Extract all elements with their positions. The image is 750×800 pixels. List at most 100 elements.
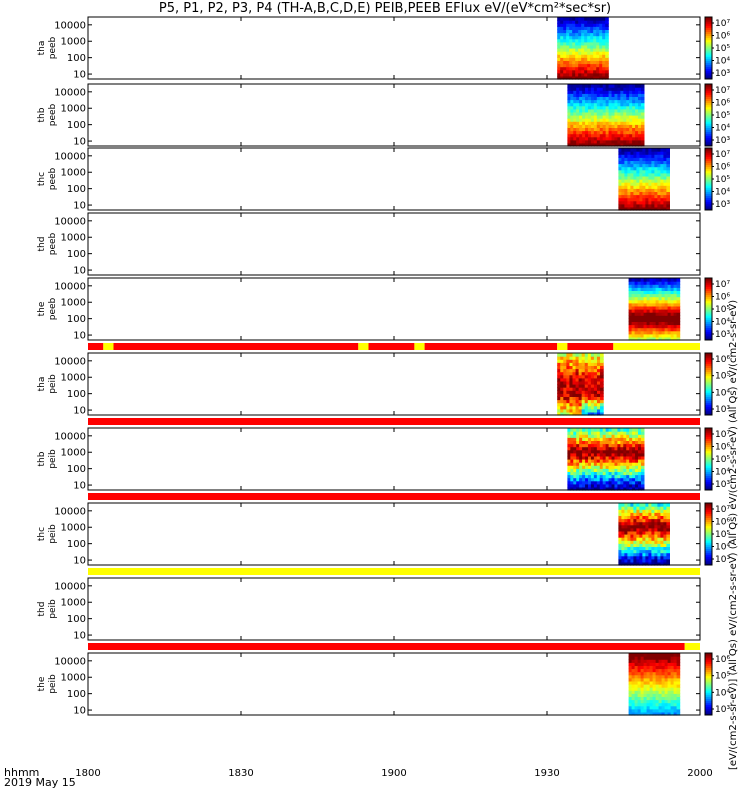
spectrogram-cell [637,290,642,295]
spectrogram-cell [575,51,579,55]
colorbar-swatch [705,311,712,314]
spectrogram-cell [608,118,613,122]
spectrogram-cell [676,293,681,298]
spectrogram-cell [587,411,592,416]
spectrogram-cell [630,503,634,507]
spectrogram-cell [587,84,592,88]
spectrogram-cell [579,459,583,463]
spectrogram-cell [584,365,589,370]
spectrogram-cell [593,393,598,397]
spectrogram-cell [590,38,594,43]
spectrogram-cell [661,296,666,301]
spectrogram-cell [587,471,592,476]
spectrogram-cell [605,17,609,21]
spectrogram-cell [563,63,567,68]
spectrogram-cell [618,182,622,186]
spectrogram-cell [642,552,646,557]
spectrogram-cell [579,99,583,104]
spectrogram-cell [617,93,621,97]
spectrogram-cell [664,656,669,660]
spectrogram-cell [642,534,646,538]
spectrogram-cell [673,687,678,691]
spectrogram-cell [634,305,639,310]
spectrogram-cell [584,387,589,391]
spectrogram-cell [600,365,604,370]
spectrogram-cell [575,41,579,46]
spectrogram-cell [643,702,648,707]
spectrogram-cell [667,653,672,657]
spectrogram-cell [627,558,631,563]
spectrogram-cell [587,462,592,466]
spectrogram-cell [575,23,579,27]
spectrogram-cell [605,142,610,147]
spectrogram-cell [640,330,645,335]
colorbar-swatch [705,133,712,137]
spectrogram-cell [638,437,642,441]
spectrogram-cell [673,684,678,688]
spectrogram-cell [608,102,613,107]
y-tick-label: 100 [67,314,86,325]
spectrogram-cell [635,108,639,113]
colorbar-swatch [705,663,712,666]
spectrogram-cell [593,115,598,119]
colorbar-swatch [705,110,712,114]
spectrogram-cell [608,471,613,476]
spectrogram-cell [676,708,681,713]
spectrogram-cell [634,690,639,694]
spectrogram-cell [630,179,634,183]
spectrogram-cell [640,296,645,301]
spectrogram-cell [572,374,577,379]
spectrogram-cell [661,699,666,704]
colorbar-tick-label: 10⁴ [715,688,730,698]
spectrogram-cell [581,17,585,21]
spectrogram-cell [576,437,580,441]
spectrogram-cell [626,136,630,141]
spectrogram-cell [620,90,624,94]
spectrogram-cell [585,468,589,472]
spectrogram-cell [664,674,669,679]
spectrogram-cell [654,206,658,211]
spectrogram-cell [567,437,571,441]
spectrogram-cell [629,102,633,107]
spectrogram-cell [645,197,649,202]
spectrogram-cell [579,96,583,101]
y-tick-label: 1000 [61,523,86,534]
spectrogram-cell [648,558,652,563]
spectrogram-cell [618,543,622,547]
spectrogram-cell [633,506,637,510]
spectrogram-cell [664,708,669,713]
spectrogram-cell [648,530,652,535]
spectrogram-cell [634,677,639,682]
spectrogram-cell [663,515,667,520]
spectrogram-cell [576,139,580,144]
spectrogram-cell [560,365,564,370]
spectrogram-cell [629,440,633,445]
colorbar-tick-label: 10³ [715,200,730,210]
spectrogram-cell [593,136,598,141]
spectrogram-cell [596,428,601,432]
spectrogram-cell [651,530,655,535]
colorbar-swatch [705,179,712,182]
spectrogram-cell [590,405,595,410]
spectrogram-cell [627,169,631,174]
spectrogram-cell [593,365,598,370]
spectrogram-cell [676,687,681,691]
spectrogram-cell [658,708,663,713]
spectrogram-cell [623,87,627,91]
spectrogram-cell [623,93,627,97]
spectrogram-cell [629,437,633,441]
colorbar-swatch [705,461,712,464]
spectrogram-cell [639,172,643,177]
spectrogram-cell [628,702,633,707]
spectrogram-cell [637,684,642,688]
spectrogram-cell [621,503,625,507]
colorbar-swatch [705,96,712,99]
spectrogram-cell [636,534,640,538]
spectrogram-cell [587,399,592,404]
spectrogram-cell [563,399,567,404]
spectrogram-cell [608,468,613,472]
spectrogram-cell [676,315,681,319]
spectrogram-cell [620,477,624,482]
spectrogram-cell [657,194,661,199]
spectrogram-cell [602,51,606,55]
